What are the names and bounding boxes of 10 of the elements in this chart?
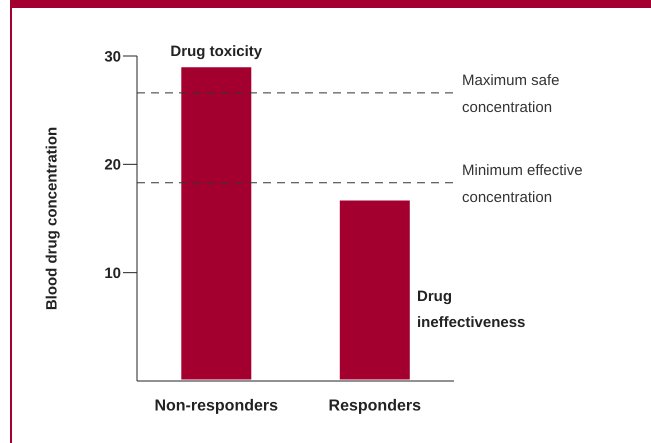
ref-line-label: Maximum safe concentration	[462, 72, 560, 116]
y-axis-title: Blood drug concentration	[43, 126, 60, 310]
y-tick-label: 10	[104, 264, 121, 282]
y-tick-label: 20	[104, 156, 121, 174]
x-tick-label: Responders	[328, 397, 422, 414]
ref-line-label: Minimum effective concentration	[462, 162, 583, 206]
x-tick-label: Non-responders	[154, 397, 278, 414]
annotation: Drug ineffectiveness	[417, 287, 526, 333]
annotation: Drug toxicity	[170, 42, 263, 60]
y-tick-label: 30	[104, 48, 121, 66]
